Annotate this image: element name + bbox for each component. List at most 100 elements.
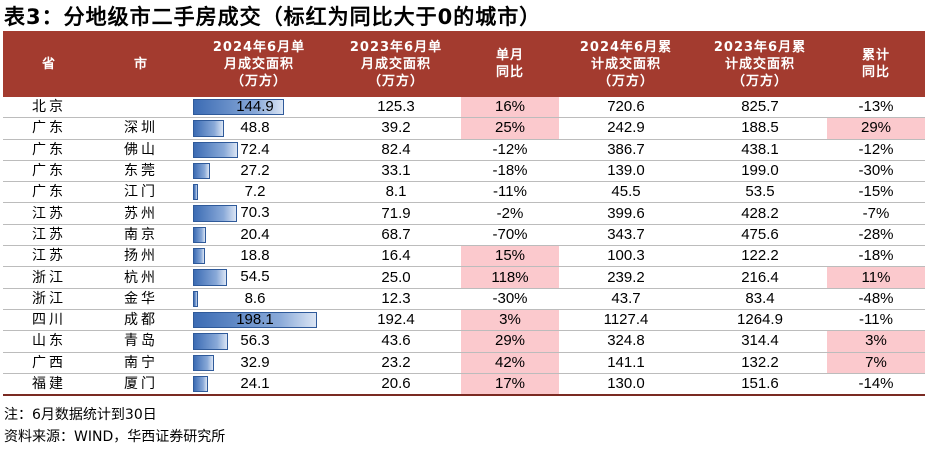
cum-2023-cell: 438.1: [693, 139, 827, 161]
data-bar-track: [193, 375, 317, 393]
month-2024-value: 144.9: [236, 98, 274, 115]
header-cum-2024: 2024年6月累 计成交面积 （万方）: [559, 31, 693, 97]
second-hand-housing-table: 省市 2024年6月单 月成交面积 （万方） 2023年6月单 月成交面积 （万方） 单月 同比…: [3, 31, 925, 397]
month-2023-cell: 82.4: [331, 139, 461, 161]
table-row: 山东 青岛 56.3 43.6 29% 324.8 314.4 3%: [3, 330, 925, 353]
month-2023-cell: 25.0: [331, 266, 461, 289]
city-cell: 扬州: [95, 245, 187, 268]
header-city: 市: [95, 31, 187, 97]
month-2024-cell: 32.9: [187, 352, 331, 374]
cum-2024-cell: 324.8: [559, 330, 693, 353]
month-yoy-cell: -2%: [461, 202, 559, 225]
month-2023-cell: 16.4: [331, 245, 461, 268]
notes: 注：6月数据统计到30日 资料来源：WIND，华西证券研究所: [4, 404, 904, 448]
data-bar: [193, 226, 206, 244]
header-line: 同比: [495, 65, 524, 80]
month-2023-cell: 20.6: [331, 373, 461, 397]
month-2024-cell: 54.5: [187, 266, 331, 289]
month-2024-value: 198.1: [236, 310, 274, 328]
data-bar-track: [193, 205, 317, 222]
table-row: 福建 厦门 24.1 20.6 17% 130.0 151.6 -14%: [3, 373, 925, 397]
city-cell: 南京: [95, 224, 187, 247]
cum-2023-cell: 216.4: [693, 266, 827, 289]
data-bar: [193, 205, 237, 222]
header-month-yoy: 单月 同比: [461, 31, 559, 97]
cum-yoy-cell: -13%: [827, 97, 925, 119]
table-title: 表3：分地级市二手房成交（标红为同比大于0的城市）: [4, 5, 542, 29]
city-cell: 江门: [95, 181, 187, 204]
header-line: 省: [41, 56, 56, 72]
header-cum-yoy: 累计 同比: [827, 31, 925, 97]
month-2024-cell: 198.1: [187, 309, 331, 332]
header-province: 省: [3, 31, 95, 97]
table-row: 江苏 扬州 18.8 16.4 15% 100.3 122.2 -18%: [3, 245, 925, 268]
table-row: 广东 东莞 27.2 33.1 -18% 139.0 199.0 -30%: [3, 160, 925, 183]
month-2023-cell: 39.2: [331, 117, 461, 140]
city-cell: 金华: [95, 288, 187, 310]
province-cell: 广东: [3, 139, 95, 161]
header-line: 市: [133, 56, 148, 72]
data-bar-track: [193, 333, 317, 350]
month-2024-cell: 20.4: [187, 224, 331, 247]
cum-yoy-cell: 7%: [827, 352, 925, 374]
table-row: 北京 144.9 125.3 16% 720.6 825.7 -13%: [3, 97, 925, 119]
city-cell: 深圳: [95, 117, 187, 140]
province-cell: 山东: [3, 330, 95, 353]
cum-2024-cell: 399.6: [559, 202, 693, 225]
data-bar: [193, 99, 284, 116]
month-yoy-cell: 17%: [461, 373, 559, 397]
data-bar: [193, 162, 211, 180]
month-2024-value: 8.6: [244, 289, 266, 307]
province-cell: 浙江: [3, 288, 95, 310]
cum-yoy-cell: -11%: [827, 309, 925, 332]
month-yoy-cell: -12%: [461, 139, 559, 161]
month-yoy-cell: 15%: [461, 245, 559, 268]
month-2024-value: 54.5: [240, 268, 270, 286]
cum-2023-cell: 199.0: [693, 160, 827, 183]
table-row: 广西 南宁 32.9 23.2 42% 141.1 132.2 7%: [3, 352, 925, 374]
month-2024-value: 48.8: [240, 119, 270, 137]
month-yoy-cell: 25%: [461, 117, 559, 140]
table-row: 江苏 南京 20.4 68.7 -70% 343.7 475.6 -28%: [3, 224, 925, 247]
city-cell: 杭州: [95, 266, 187, 289]
city-cell: 东莞: [95, 160, 187, 183]
cum-2023-cell: 825.7: [693, 97, 827, 119]
city-cell: 青岛: [95, 330, 187, 353]
data-bar: [193, 184, 198, 201]
cum-2024-cell: 242.9: [559, 117, 693, 140]
cum-2023-cell: 428.2: [693, 202, 827, 225]
data-bar: [193, 290, 199, 307]
month-2024-value: 24.1: [240, 374, 270, 392]
city-cell: 厦门: [95, 373, 187, 397]
table-row: 江苏 苏州 70.3 71.9 -2% 399.6 428.2 -7%: [3, 202, 925, 225]
month-2023-cell: 68.7: [331, 224, 461, 247]
header-line: （万方）: [367, 73, 424, 89]
month-yoy-cell: -11%: [461, 181, 559, 204]
city-cell: 成都: [95, 309, 187, 332]
header-row: 省市 2024年6月单 月成交面积 （万方） 2023年6月单 月成交面积 （万方） 单月 同比…: [3, 31, 925, 97]
table-row: 广东 佛山 72.4 82.4 -12% 386.7 438.1 -12%: [3, 139, 925, 161]
month-2023-cell: 8.1: [331, 181, 461, 204]
data-bar: [193, 141, 239, 158]
table-row: 浙江 杭州 54.5 25.0 118% 239.2 216.4 11%: [3, 266, 925, 289]
cum-yoy-cell: 11%: [827, 266, 925, 289]
header-line: 2023年6月累: [713, 39, 807, 55]
month-yoy-cell: 3%: [461, 309, 559, 332]
data-bar-track: [193, 290, 317, 307]
month-2024-value: 72.4: [240, 140, 270, 158]
header-line: 2024年6月单: [212, 39, 306, 55]
data-bar-track: [193, 120, 317, 137]
cum-yoy-cell: 3%: [827, 330, 925, 353]
cum-2024-cell: 386.7: [559, 139, 693, 161]
month-2023-cell: 192.4: [331, 309, 461, 332]
province-cell: 江苏: [3, 224, 95, 247]
month-2024-value: 20.4: [240, 225, 270, 243]
city-cell: 佛山: [95, 139, 187, 161]
month-yoy-cell: -70%: [461, 224, 559, 247]
header-line: 累计: [861, 48, 890, 63]
data-bar: [193, 375, 209, 393]
cum-2024-cell: 720.6: [559, 97, 693, 119]
month-2024-cell: 144.9: [187, 97, 331, 119]
cum-2023-cell: 1264.9: [693, 309, 827, 332]
month-2024-cell: 8.6: [187, 288, 331, 310]
